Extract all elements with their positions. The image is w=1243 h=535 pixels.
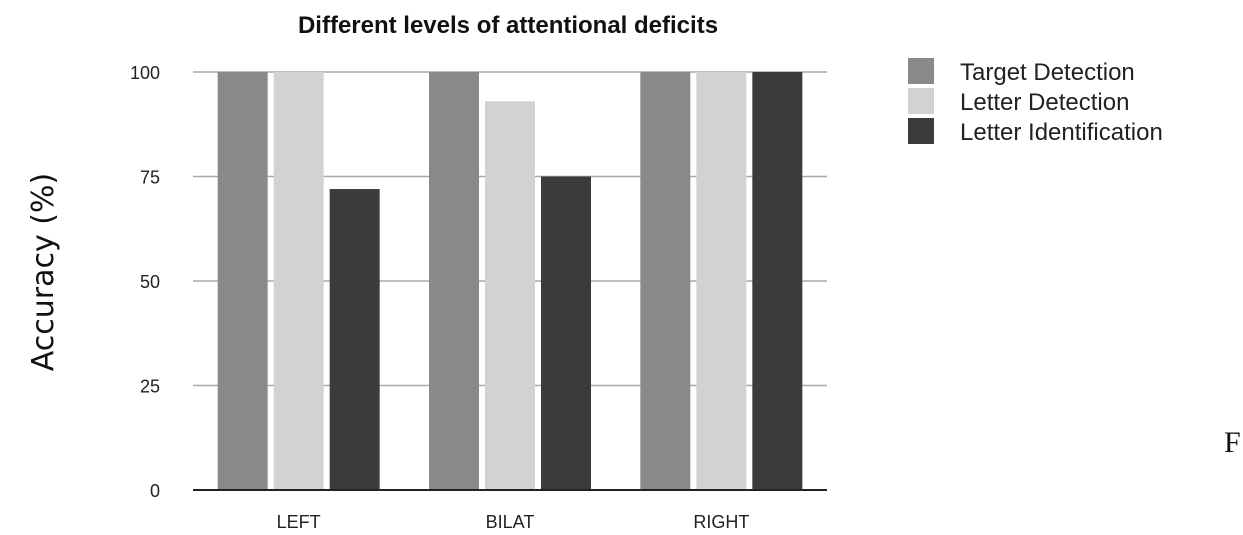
y-tick-labels: 0 25 50 75 100 [130, 63, 160, 501]
y-tick-label: 0 [150, 481, 160, 501]
cropped-text-fragment: F [1224, 426, 1241, 459]
x-category-label: LEFT [277, 512, 321, 532]
y-tick-label: 75 [140, 168, 160, 188]
bar-left-letter-identification [329, 189, 380, 491]
x-category-label: RIGHT [693, 512, 749, 532]
chart-title: Different levels of attentional deficits [298, 12, 718, 39]
legend-label: Letter Identification [960, 119, 1163, 146]
bar-bilat-target-detection [429, 72, 479, 490]
bar-right-letter-detection [696, 72, 747, 490]
bar-right-target-detection [640, 72, 691, 490]
bar-bilat-letter-identification [541, 176, 591, 490]
y-axis-label: Accuracy (%) [26, 173, 61, 371]
y-tick-label: 25 [140, 377, 160, 397]
legend: Target Detection Letter Detection Letter I… [908, 58, 1163, 146]
y-tick-label: 50 [140, 272, 160, 292]
legend-swatch [908, 58, 934, 84]
bar-right-letter-identification [752, 72, 803, 490]
x-category-labels: LEFT BILAT RIGHT [277, 512, 750, 532]
y-tick-label: 100 [130, 63, 160, 83]
legend-swatch [908, 118, 934, 144]
bar-bilat-letter-detection [485, 101, 535, 490]
bars [217, 72, 803, 491]
legend-label: Target Detection [960, 59, 1135, 86]
legend-swatch [908, 88, 934, 114]
bar-left-target-detection [217, 72, 268, 490]
x-category-label: BILAT [486, 512, 535, 532]
bar-left-letter-detection [273, 72, 324, 490]
legend-label: Letter Detection [960, 89, 1129, 116]
